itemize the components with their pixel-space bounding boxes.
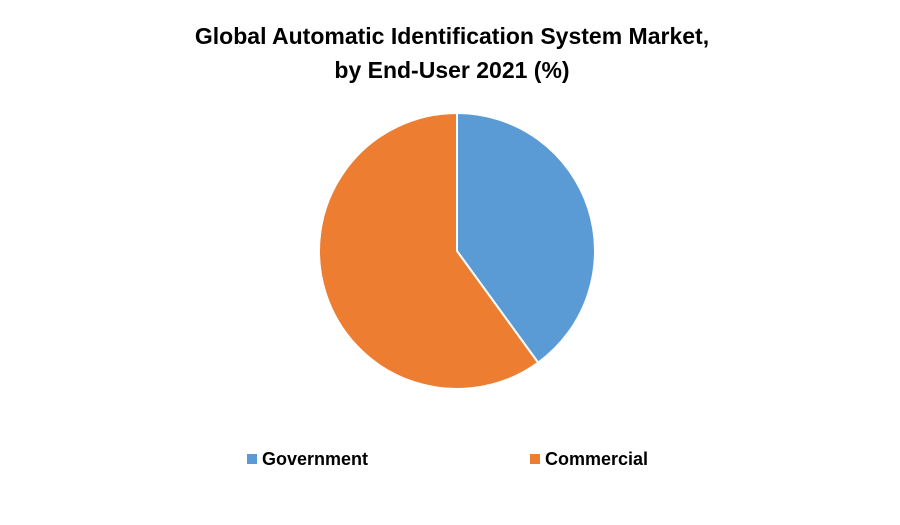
legend-label: Government — [262, 449, 368, 469]
pie-slice — [456, 111, 596, 365]
pie-slice — [318, 111, 540, 390]
chart-title: Global Automatic Identification System M… — [195, 23, 709, 49]
legend-swatch — [530, 454, 540, 464]
legend-swatch — [247, 454, 257, 464]
chart-title: by End-User 2021 (%) — [334, 57, 569, 83]
legend-label: Commercial — [545, 449, 648, 469]
